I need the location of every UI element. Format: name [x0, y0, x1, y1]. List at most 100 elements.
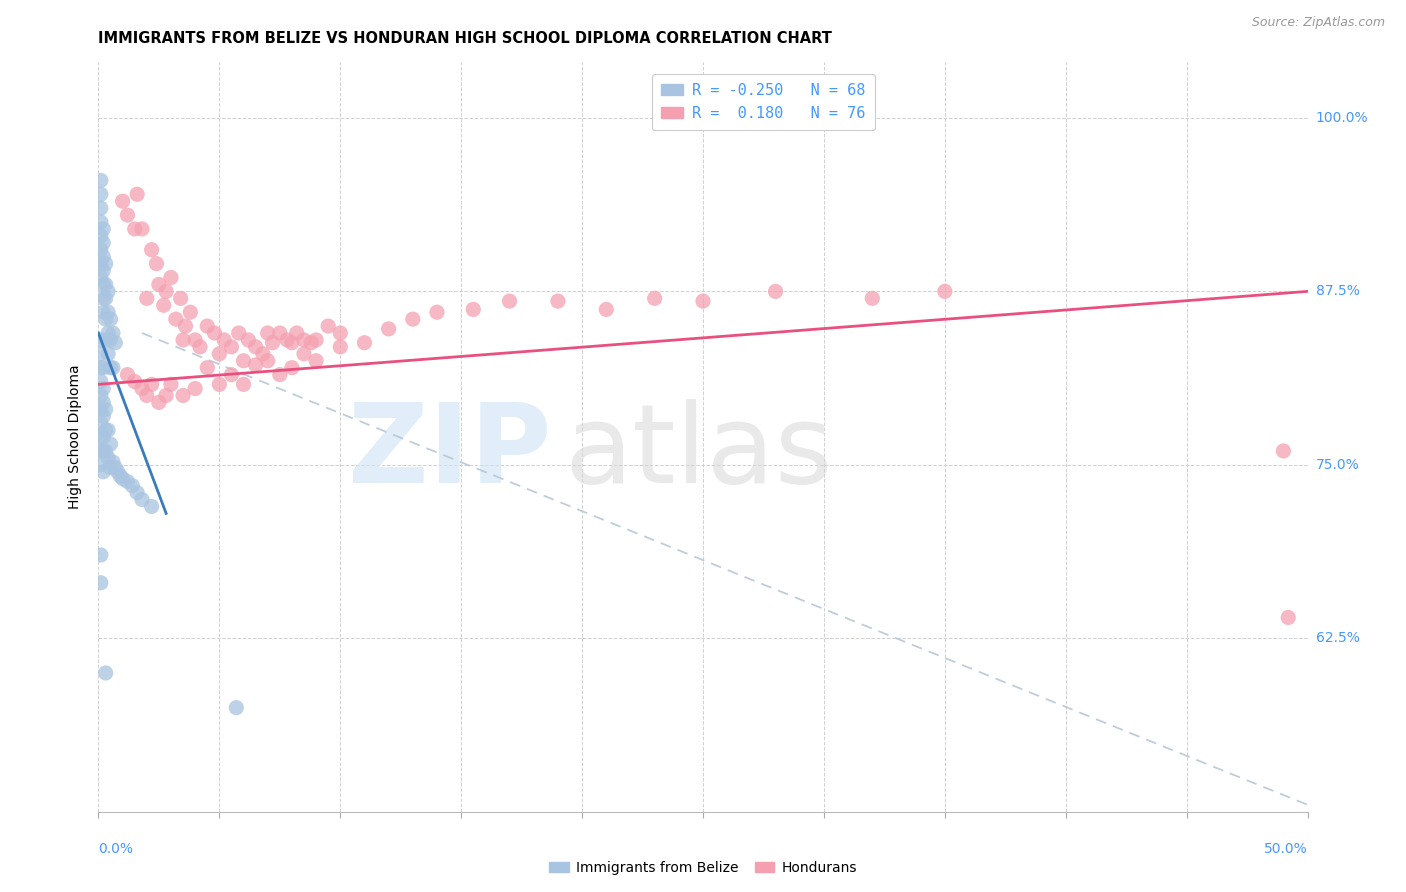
Point: [329, 340, 352, 354]
Point: [108, 469, 131, 483]
Point: [94, 665, 117, 680]
Point: [292, 347, 315, 361]
Point: [155, 388, 177, 402]
Point: [1272, 444, 1295, 458]
Point: [498, 294, 520, 309]
Point: [90, 360, 112, 375]
Point: [90, 347, 112, 361]
Point: [90, 402, 112, 417]
Text: IMMIGRANTS FROM BELIZE VS HONDURAN HIGH SCHOOL DIPLOMA CORRELATION CHART: IMMIGRANTS FROM BELIZE VS HONDURAN HIGH …: [98, 31, 832, 46]
Point: [104, 335, 127, 350]
Point: [111, 472, 134, 486]
Point: [232, 353, 254, 368]
Point: [90, 388, 112, 402]
Point: [97, 347, 120, 361]
Point: [225, 700, 247, 714]
Point: [121, 478, 143, 492]
Point: [90, 375, 112, 389]
Point: [238, 333, 260, 347]
Point: [124, 375, 146, 389]
Point: [100, 460, 122, 475]
Point: [329, 326, 352, 340]
Point: [94, 312, 117, 326]
Point: [595, 302, 617, 317]
Point: [94, 402, 117, 417]
Point: [97, 326, 120, 340]
Point: [208, 377, 231, 392]
Text: 0.0%: 0.0%: [98, 842, 134, 856]
Text: 50.0%: 50.0%: [1264, 842, 1308, 856]
Y-axis label: High School Diploma: High School Diploma: [69, 365, 83, 509]
Point: [252, 347, 274, 361]
Point: [91, 235, 114, 250]
Point: [131, 222, 153, 236]
Point: [232, 377, 254, 392]
Point: [195, 319, 218, 334]
Point: [107, 465, 129, 479]
Point: [91, 444, 114, 458]
Point: [245, 340, 267, 354]
Point: [127, 187, 149, 202]
Point: [299, 335, 322, 350]
Point: [90, 416, 112, 430]
Point: [101, 455, 124, 469]
Text: 100.0%: 100.0%: [1316, 111, 1368, 125]
Point: [90, 548, 112, 562]
Point: [90, 201, 112, 215]
Point: [160, 270, 183, 285]
Point: [90, 215, 112, 229]
Point: [117, 368, 139, 382]
Point: [174, 319, 197, 334]
Point: [111, 194, 134, 209]
Point: [94, 277, 117, 292]
Point: [141, 243, 163, 257]
Point: [90, 458, 112, 472]
Point: [160, 377, 183, 392]
Legend: R = -0.250   N = 68, R =  0.180   N = 76: R = -0.250 N = 68, R = 0.180 N = 76: [652, 74, 875, 130]
Point: [100, 312, 122, 326]
Legend: Immigrants from Belize, Hondurans: Immigrants from Belize, Hondurans: [544, 855, 862, 880]
Text: 62.5%: 62.5%: [1316, 632, 1360, 645]
Point: [377, 322, 399, 336]
Point: [402, 312, 425, 326]
Point: [131, 382, 153, 396]
Point: [91, 360, 114, 375]
Point: [104, 460, 127, 475]
Point: [141, 377, 163, 392]
Point: [463, 302, 485, 317]
Point: [91, 430, 114, 444]
Point: [97, 423, 120, 437]
Point: [269, 368, 291, 382]
Point: [97, 305, 120, 319]
Text: ZIP: ZIP: [349, 399, 551, 506]
Point: [90, 444, 112, 458]
Point: [262, 335, 284, 350]
Point: [204, 326, 226, 340]
Point: [141, 500, 163, 514]
Point: [292, 333, 315, 347]
Point: [90, 430, 112, 444]
Point: [91, 263, 114, 277]
Point: [547, 294, 569, 309]
Point: [91, 409, 114, 424]
Point: [1277, 610, 1299, 624]
Point: [91, 465, 114, 479]
Point: [208, 347, 231, 361]
Point: [256, 353, 278, 368]
Point: [221, 340, 243, 354]
Point: [90, 270, 112, 285]
Point: [100, 333, 122, 347]
Point: [94, 291, 117, 305]
Point: [91, 291, 114, 305]
Point: [316, 319, 339, 334]
Point: [94, 257, 117, 271]
Point: [117, 475, 139, 489]
Point: [101, 360, 124, 375]
Point: [91, 382, 114, 396]
Point: [353, 335, 375, 350]
Point: [934, 285, 956, 299]
Point: [245, 358, 267, 372]
Point: [276, 333, 298, 347]
Point: [305, 353, 328, 368]
Point: [91, 222, 114, 236]
